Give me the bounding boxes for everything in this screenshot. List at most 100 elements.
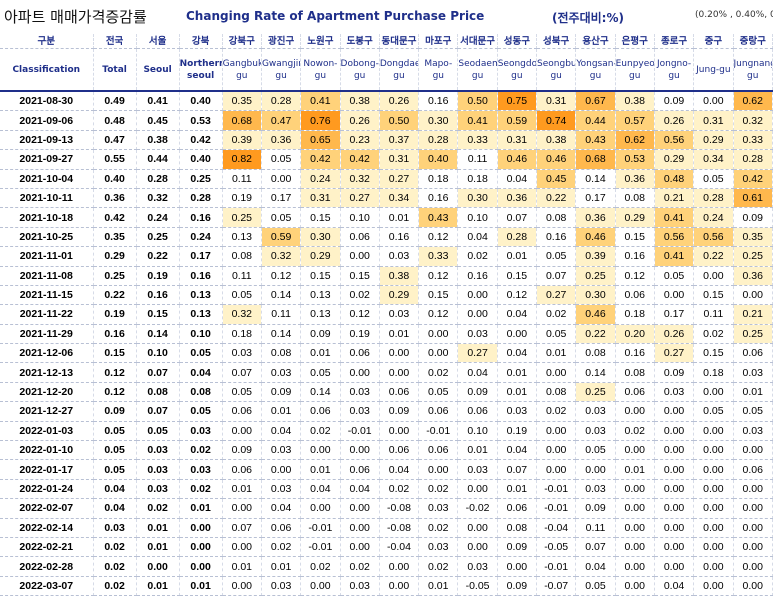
column-header-ko: 중랑구 bbox=[733, 34, 773, 49]
district-cell: 0.46 bbox=[536, 149, 577, 170]
district-cell: 0.67 bbox=[575, 91, 616, 112]
district-cell: 0.11 bbox=[575, 518, 616, 538]
district-cell: 0.13 bbox=[300, 285, 341, 306]
table-row: 2021-11-22 0.19 0.15 0.13 0.32 0.11 0.13 0.12 0.… bbox=[0, 304, 773, 325]
district-cell: 0.26 bbox=[654, 110, 695, 131]
district-cell: -0.02 bbox=[457, 498, 498, 519]
district-cell: 0.16 bbox=[615, 246, 655, 267]
district-cell: 0.03 bbox=[733, 421, 773, 442]
district-cell: 0.00 bbox=[693, 576, 734, 596]
table-row: 2021-12-13 0.12 0.07 0.04 0.07 0.03 0.05 0.00 0.… bbox=[0, 362, 773, 383]
district-cell: 0.00 bbox=[654, 556, 695, 577]
district-cell: 0.33 bbox=[733, 130, 773, 151]
summary-cell: 0.09 bbox=[93, 401, 137, 422]
district-cell: 0.09 bbox=[497, 537, 538, 558]
row-date: 2021-09-27 bbox=[0, 149, 94, 170]
district-cell: 0.00 bbox=[457, 537, 498, 558]
district-cell: 0.01 bbox=[497, 362, 538, 383]
district-cell: 0.06 bbox=[300, 401, 341, 422]
table-row: 2021-10-11 0.36 0.32 0.28 0.19 0.17 0.31 0.27 0.… bbox=[0, 188, 773, 209]
district-cell: 0.32 bbox=[340, 169, 380, 189]
district-cell: 0.05 bbox=[261, 207, 302, 228]
district-cell: 0.18 bbox=[457, 169, 498, 189]
summary-cell: 0.02 bbox=[93, 556, 137, 577]
row-date: 2022-02-14 bbox=[0, 518, 94, 538]
summary-cell: 0.47 bbox=[93, 130, 137, 151]
district-cell: -0.01 bbox=[300, 518, 341, 538]
district-cell: 0.05 bbox=[222, 382, 262, 403]
district-cell: 0.29 bbox=[693, 130, 734, 151]
summary-cell: 0.16 bbox=[136, 285, 180, 306]
district-cell: 0.18 bbox=[615, 304, 655, 325]
column-header-ko: 도봉구 bbox=[340, 34, 380, 49]
district-cell: 0.39 bbox=[222, 130, 262, 151]
district-cell: 0.07 bbox=[222, 362, 262, 383]
district-cell: 0.04 bbox=[300, 479, 341, 500]
district-cell: 0.00 bbox=[536, 459, 577, 480]
summary-cell: 0.15 bbox=[136, 304, 180, 325]
district-cell: 0.02 bbox=[261, 537, 302, 558]
summary-cell: 0.32 bbox=[136, 188, 180, 209]
district-cell: 0.04 bbox=[457, 227, 498, 248]
row-date: 2021-10-11 bbox=[0, 188, 94, 209]
price-change-table: 구분 전국 서울 강북 강북구 광진구 노원구 도봉구 동대문구 마포구 서대문구 성동구 성북구 용산구… bbox=[0, 34, 773, 596]
district-cell: 0.15 bbox=[340, 266, 380, 286]
summary-cell: 0.48 bbox=[93, 110, 137, 131]
table-row: 2022-01-24 0.04 0.03 0.02 0.01 0.03 0.04 0.04 0.… bbox=[0, 479, 773, 500]
table-row: 2021-10-25 0.35 0.25 0.24 0.13 0.59 0.30 0.06 0.… bbox=[0, 227, 773, 248]
district-cell: 0.00 bbox=[379, 362, 420, 383]
row-date: 2022-03-07 bbox=[0, 576, 94, 596]
district-cell: 0.00 bbox=[457, 304, 498, 325]
district-cell: 0.43 bbox=[575, 130, 616, 151]
summary-cell: 0.07 bbox=[136, 362, 180, 383]
summary-cell: 0.00 bbox=[136, 556, 180, 577]
district-cell: 0.07 bbox=[575, 537, 616, 558]
district-cell: -0.07 bbox=[536, 576, 577, 596]
district-cell: 0.30 bbox=[457, 188, 498, 209]
district-cell: 0.01 bbox=[379, 324, 420, 345]
district-cell: 0.82 bbox=[222, 149, 262, 170]
district-cell: 0.04 bbox=[575, 556, 616, 577]
district-cell: 0.00 bbox=[222, 421, 262, 442]
column-header-ko: 종로구 bbox=[654, 34, 695, 49]
district-cell: 0.29 bbox=[654, 149, 695, 170]
table-row: 2021-11-08 0.25 0.19 0.16 0.11 0.12 0.15 0.15 0.… bbox=[0, 266, 773, 286]
row-date: 2022-02-21 bbox=[0, 537, 94, 558]
district-cell: 0.06 bbox=[497, 498, 538, 519]
district-cell: 0.05 bbox=[733, 401, 773, 422]
summary-cell: 0.38 bbox=[136, 130, 180, 151]
column-header-ko: 성북구 bbox=[536, 34, 577, 49]
district-cell: 0.00 bbox=[300, 440, 341, 461]
summary-cell: 0.16 bbox=[179, 266, 223, 286]
summary-cell: 0.40 bbox=[179, 91, 223, 112]
district-cell: 0.15 bbox=[693, 343, 734, 364]
district-cell: 0.00 bbox=[693, 556, 734, 577]
district-cell: 0.28 bbox=[693, 188, 734, 209]
district-cell: 0.05 bbox=[693, 169, 734, 189]
table-row: 2022-01-10 0.05 0.03 0.02 0.09 0.03 0.00 0.00 0.… bbox=[0, 440, 773, 461]
table-row: 2022-02-28 0.02 0.00 0.00 0.01 0.01 0.02 0.02 0.… bbox=[0, 556, 773, 577]
row-date: 2022-01-03 bbox=[0, 421, 94, 442]
district-cell: 0.00 bbox=[615, 401, 655, 422]
district-cell: 0.01 bbox=[536, 343, 577, 364]
district-cell: 0.03 bbox=[457, 459, 498, 480]
district-cell: 0.48 bbox=[654, 169, 695, 189]
row-date: 2021-11-15 bbox=[0, 285, 94, 306]
district-cell: 0.62 bbox=[615, 130, 655, 151]
district-cell: 0.01 bbox=[497, 479, 538, 500]
district-cell: 0.02 bbox=[615, 421, 655, 442]
row-date: 2021-12-27 bbox=[0, 401, 94, 422]
district-cell: 0.00 bbox=[693, 266, 734, 286]
district-cell: 0.42 bbox=[733, 169, 773, 189]
district-cell: 0.09 bbox=[575, 498, 616, 519]
district-cell: 0.65 bbox=[300, 130, 341, 151]
district-cell: 0.30 bbox=[575, 285, 616, 306]
district-cell: 0.53 bbox=[615, 149, 655, 170]
district-cell: 0.14 bbox=[575, 362, 616, 383]
district-cell: -0.05 bbox=[536, 537, 577, 558]
district-cell: 0.00 bbox=[654, 479, 695, 500]
district-cell: 0.19 bbox=[222, 188, 262, 209]
district-cell: 0.15 bbox=[300, 207, 341, 228]
district-cell: 0.04 bbox=[497, 343, 538, 364]
district-cell: 0.03 bbox=[261, 440, 302, 461]
